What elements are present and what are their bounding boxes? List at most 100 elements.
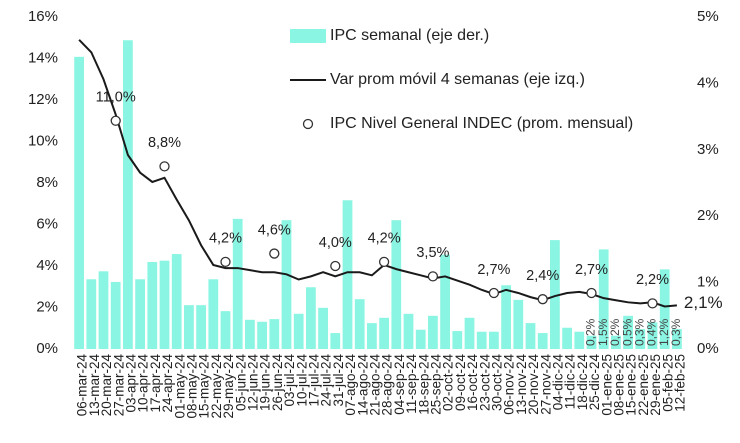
x-tick-label: 21-ago-24 [367,354,382,416]
bar [525,323,536,349]
x-tick-label: 24-apr-24 [160,354,175,413]
bar-value-label: 1,2% [657,318,671,346]
x-tick-label: 05-jun-24 [233,354,248,412]
bar-value-label: 1,5% [596,318,610,346]
y2-tick-label: 4% [697,74,719,91]
point-value-label: 4,6% [258,222,291,238]
x-tick-label: 05-feb-25 [660,354,675,412]
point [269,248,280,259]
x-tick-label: 08-ene-25 [611,354,626,416]
x-tick-label: 08-may-24 [184,354,199,419]
point-value-label: 2,7% [575,262,608,278]
point [110,115,121,126]
point [220,256,231,268]
bar [196,305,206,349]
line-value-label: 2,1% [684,293,723,312]
bar [403,313,414,349]
bar [208,279,219,349]
x-tick-label: 04-sep-24 [392,354,407,415]
bar [452,331,463,349]
y-tick-label: 10% [28,132,58,149]
bar [110,281,121,349]
y-tick-label: 2% [36,298,58,315]
x-tick-label: 03-jul-24 [282,354,297,407]
bar [659,269,670,349]
bar [611,335,621,349]
point-value-label: 4,2% [209,231,242,247]
y2-tick-label: 3% [697,141,719,158]
bar-value-label: 0,3% [669,318,683,346]
point-value-label: 4,2% [368,231,401,247]
x-tick-label: 27-mar-24 [111,354,126,417]
x-tick-label: 20-nov-24 [526,354,541,415]
bar [574,331,585,349]
x-tick-label: 22-ene-25 [636,354,651,416]
x-tick-label: 14-ago-24 [355,354,370,416]
x-tick-label: 10-jul-24 [294,354,309,407]
bar-value-label: 0,4% [645,318,659,346]
bar [476,331,487,349]
bar [232,218,243,349]
y-tick-label: 12% [28,91,58,108]
point-value-label: 2,2% [636,272,669,288]
legend-label: IPC Nivel General INDEC (prom. mensual) [330,115,633,132]
point [488,287,500,299]
point-value-label: 2,4% [526,268,559,284]
bar [513,299,524,349]
x-tick-label: 25-dic-24 [587,354,602,411]
x-tick-label: 18-dic-24 [575,354,590,411]
y2-tick-label: 1% [697,274,719,291]
y2-tick-label: 0% [697,340,719,357]
bar [342,200,353,349]
bar [257,321,267,349]
point [537,294,548,305]
x-tick-label: 17-apr-24 [148,354,163,413]
x-tick-label: 09-oct-24 [453,354,468,412]
bar [428,315,438,349]
point [647,298,658,309]
bar [86,279,97,349]
bar [672,329,682,349]
legend-label: Var prom móvil 4 semanas (eje izq.) [330,71,585,88]
x-tick-label: 18-sep-24 [416,354,431,415]
x-tick-label: 03-apr-24 [123,354,138,413]
bar [550,240,560,349]
bar [330,333,341,349]
legend-swatch [302,118,314,130]
bar [562,327,572,349]
bar [367,323,377,349]
x-tick-label: 11-sep-24 [404,354,419,414]
line [78,39,677,308]
x-tick-label: 04-dic-24 [550,354,565,411]
bar [379,317,389,349]
bar [489,331,499,349]
x-tick-label: 11-dic-24 [563,354,578,410]
bar [147,262,158,349]
y-tick-label: 16% [28,8,58,25]
x-tick-label: 12-jun-24 [245,354,260,412]
x-tick-label: 01-ene-25 [599,354,614,416]
point [427,271,439,282]
legend-swatch [290,29,326,43]
bar [269,319,280,349]
y-tick-label: 0% [36,340,58,357]
x-tick-label: 17-jul-24 [306,354,321,407]
bar [598,249,609,349]
x-tick-label: 30-oct-24 [489,354,504,412]
x-tick-label: 02-oct-24 [441,354,456,412]
y-tick-label: 8% [36,174,58,191]
bar-value-label: 0,5% [620,318,634,346]
y-tick-label: 14% [28,49,58,66]
point [586,287,597,299]
x-tick-label: 16-oct-24 [465,354,480,412]
bar [647,322,658,349]
bar-value-label: 0,2% [584,318,598,346]
x-tick-label: 12-feb-25 [672,354,687,412]
point-value-label: 4,0% [319,235,352,251]
bar [586,335,597,349]
point-value-label: 8,8% [148,135,181,151]
x-tick-label: 23-oct-24 [477,354,492,412]
x-tick-label: 15-may-24 [197,354,212,419]
bar [220,311,231,349]
